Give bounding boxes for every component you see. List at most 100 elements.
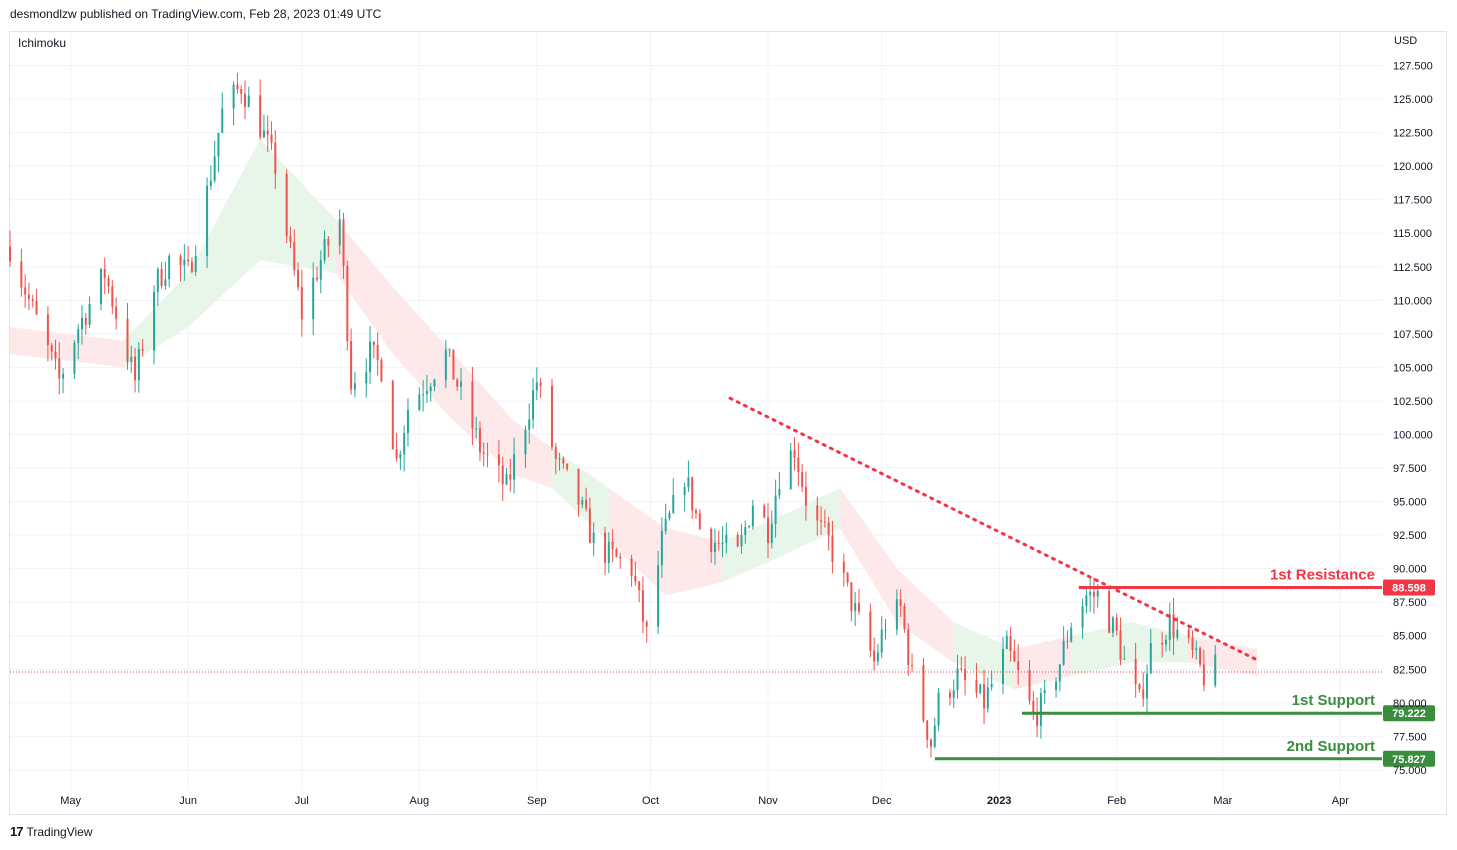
candle-body <box>566 463 569 470</box>
candle-body <box>111 286 114 307</box>
y-tick-label: 105.000 <box>1393 362 1433 374</box>
ichimoku-cloud <box>10 139 1257 690</box>
x-tick-label: Dec <box>872 795 892 807</box>
candle-body <box>717 542 720 544</box>
candle-body <box>369 341 372 372</box>
candle-body <box>873 650 876 662</box>
candle-body <box>842 561 845 573</box>
candle-body <box>54 351 57 359</box>
candle-body <box>452 349 455 380</box>
candle-body <box>615 549 618 557</box>
chart-frame <box>9 31 1447 815</box>
candle-body <box>1172 614 1175 638</box>
candle-body <box>964 668 967 680</box>
y-tick-label: 115.000 <box>1393 228 1432 240</box>
candle-body <box>433 379 436 387</box>
y-tick-label: 120.000 <box>1393 161 1433 173</box>
candle-body <box>126 318 129 362</box>
candle-body <box>880 629 883 653</box>
y-tick-label: 127.500 <box>1393 61 1433 73</box>
candle-body <box>391 381 394 450</box>
candle-body <box>751 505 754 527</box>
candle-body <box>789 450 792 490</box>
candle-body <box>270 134 273 143</box>
candle-body <box>372 341 375 345</box>
candle-body <box>641 590 644 622</box>
candle-body <box>911 664 914 666</box>
candle-body <box>107 278 110 287</box>
candle-body <box>721 542 724 544</box>
candle-body <box>460 381 463 387</box>
candle-body <box>1013 651 1016 662</box>
candle-body <box>1017 661 1020 670</box>
candle-body <box>607 541 610 563</box>
candle-body <box>1028 669 1031 701</box>
y-tick-label: 87.500 <box>1393 597 1427 609</box>
candle-body <box>1005 635 1008 649</box>
candle-body <box>770 523 773 544</box>
candle-body <box>956 668 959 691</box>
candle-body <box>895 599 898 630</box>
candle-body <box>645 621 648 627</box>
candle-body <box>323 238 326 261</box>
candle-body <box>634 575 637 582</box>
x-tick-label: Jun <box>179 795 197 807</box>
candle-body <box>1176 629 1179 638</box>
y-tick-label: 112.500 <box>1393 262 1432 274</box>
candle-body <box>797 457 800 473</box>
cloud-segment <box>665 528 723 596</box>
x-tick-label: Apr <box>1332 795 1349 807</box>
candle-body <box>444 349 447 380</box>
x-tick-label: Aug <box>410 795 430 807</box>
candle-body <box>1062 640 1065 665</box>
candle-body <box>221 108 224 133</box>
candle-body <box>986 687 989 709</box>
candle-body <box>687 477 690 488</box>
candle-body <box>141 349 144 351</box>
candle-body <box>376 344 379 360</box>
candle-body <box>846 572 849 583</box>
candle-body <box>395 449 398 459</box>
candle-body <box>209 180 212 186</box>
candle-body <box>179 256 182 266</box>
x-tick-label: Mar <box>1213 795 1232 807</box>
candle-body <box>850 582 853 612</box>
currency-label: USD <box>1394 35 1418 47</box>
candle-body <box>1146 673 1149 699</box>
candle-body <box>262 130 265 138</box>
y-tick-label: 77.500 <box>1393 731 1427 743</box>
candle-body <box>983 684 986 709</box>
candle-body <box>153 291 156 351</box>
candle-body <box>713 542 716 552</box>
candle-body <box>857 603 860 612</box>
candle-body <box>77 329 80 343</box>
candle-body <box>403 433 406 455</box>
candle-body <box>501 465 504 485</box>
candle-body <box>243 93 246 107</box>
candle-body <box>524 429 527 455</box>
candle-body <box>406 409 409 434</box>
candle-body <box>297 269 300 287</box>
candle-body <box>581 499 584 505</box>
candle-body <box>187 259 190 262</box>
candle-body <box>50 345 53 352</box>
footer[interactable]: 17 TradingView <box>10 824 93 839</box>
candle-body <box>585 499 588 509</box>
candle-body <box>683 487 686 496</box>
candle-body <box>1043 689 1046 694</box>
candle-body <box>604 532 607 563</box>
y-tick-label: 110.000 <box>1393 295 1432 307</box>
candle-body <box>990 683 993 688</box>
candle-body <box>482 452 485 454</box>
y-tick-label: 80.000 <box>1393 698 1427 710</box>
candle-body <box>926 720 929 740</box>
candle-body <box>577 469 580 505</box>
levels-layer: 1st Resistance 88.598 1st Support 79.222 2nd… <box>934 566 1435 767</box>
candle-body <box>975 679 978 693</box>
candle-body <box>168 256 171 280</box>
indicator-label[interactable]: Ichimoku <box>18 36 67 50</box>
support-label: 2nd Support <box>1287 738 1375 755</box>
candle-body <box>1138 684 1141 690</box>
candle-body <box>134 356 137 381</box>
